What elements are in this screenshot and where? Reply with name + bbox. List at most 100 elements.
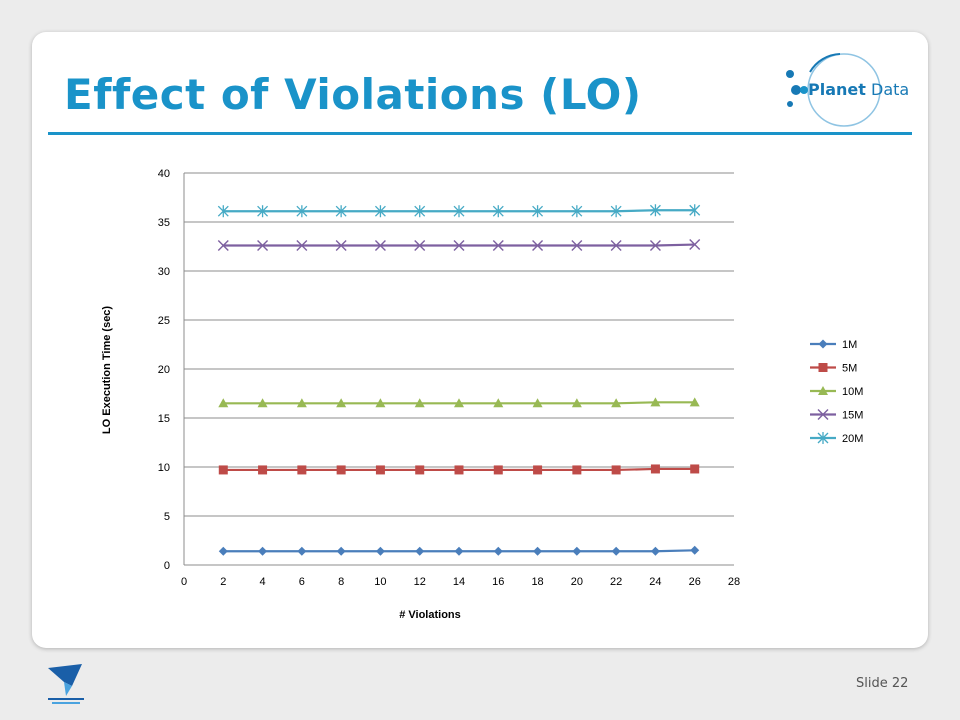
data-point xyxy=(374,240,386,252)
y-tick-label: 10 xyxy=(158,462,170,474)
legend-marker xyxy=(818,339,828,349)
data-point xyxy=(375,398,386,408)
y-tick-label: 5 xyxy=(164,511,170,523)
y-tick-label: 20 xyxy=(158,364,170,376)
chart-legend: 1M 5M 10M 15M 20M xyxy=(810,339,863,445)
data-point xyxy=(650,464,660,474)
x-tick-label: 26 xyxy=(689,576,701,588)
data-point xyxy=(611,398,622,408)
x-tick-label: 6 xyxy=(299,576,305,588)
fp7-logo xyxy=(48,664,84,704)
data-point xyxy=(415,465,425,475)
data-point xyxy=(217,205,229,218)
x-axis-label: # Violations xyxy=(399,609,461,621)
legend-marker xyxy=(818,386,828,395)
data-point xyxy=(375,465,385,475)
data-point xyxy=(493,398,504,408)
x-tick-labels: 0 2 4 6 8 10 12 14 16 18 20 22 24 26 28 xyxy=(181,576,740,588)
logo-name-part2: Data xyxy=(871,80,910,99)
data-point xyxy=(571,205,583,218)
x-tick-label: 4 xyxy=(260,576,266,588)
data-point xyxy=(454,398,464,408)
chart-series xyxy=(217,204,701,556)
data-point xyxy=(571,240,583,252)
x-tick-label: 18 xyxy=(531,576,543,588)
data-point xyxy=(689,204,701,217)
data-point xyxy=(414,398,425,408)
data-point xyxy=(336,398,347,408)
data-point xyxy=(650,546,660,556)
data-point xyxy=(532,240,544,252)
series-5M xyxy=(218,464,700,475)
data-point xyxy=(649,240,661,252)
data-point xyxy=(258,465,268,475)
data-point xyxy=(690,545,700,555)
data-point xyxy=(296,398,307,408)
y-tick-labels: 0 5 10 15 20 25 30 35 40 xyxy=(158,168,170,572)
data-point xyxy=(335,205,347,218)
data-point xyxy=(533,465,543,475)
legend-label: 20M xyxy=(842,433,863,445)
x-tick-label: 14 xyxy=(453,576,465,588)
legend-label: 1M xyxy=(842,339,857,351)
legend-item-5M: 5M xyxy=(810,363,857,375)
y-tick-label: 0 xyxy=(164,560,170,572)
data-point xyxy=(296,205,308,218)
data-point xyxy=(414,205,426,218)
x-tick-label: 20 xyxy=(571,576,583,588)
data-point xyxy=(257,205,269,218)
data-point xyxy=(218,398,229,408)
data-point xyxy=(453,205,465,218)
chart-axes xyxy=(183,173,734,566)
legend-marker xyxy=(818,363,828,372)
series-10M xyxy=(218,397,700,408)
x-tick-label: 24 xyxy=(649,576,661,588)
x-tick-label: 22 xyxy=(610,576,622,588)
legend-marker xyxy=(817,409,829,420)
data-point xyxy=(335,240,347,252)
legend-item-10M: 10M xyxy=(810,386,863,398)
slide-number-value: 22 xyxy=(891,676,909,691)
planet-data-logo xyxy=(786,53,881,127)
legend-marker xyxy=(817,432,829,444)
data-point xyxy=(572,465,582,475)
data-point xyxy=(415,546,425,556)
data-point xyxy=(454,546,464,556)
y-tick-label: 15 xyxy=(158,413,170,425)
data-point xyxy=(336,465,346,475)
data-point xyxy=(610,240,622,252)
legend-item-15M: 15M xyxy=(810,409,863,422)
x-tick-label: 0 xyxy=(181,576,187,588)
data-point xyxy=(492,205,504,218)
data-point xyxy=(689,397,700,407)
y-tick-label: 25 xyxy=(158,315,170,327)
series-20M xyxy=(217,204,701,218)
x-tick-label: 16 xyxy=(492,576,504,588)
data-point xyxy=(414,240,426,252)
legend-item-1M: 1M xyxy=(810,339,857,351)
slide-title: Effect of Violations (LO) xyxy=(64,70,642,119)
data-point xyxy=(493,465,503,475)
logo-wordmark: Planet Data xyxy=(808,80,909,99)
data-point xyxy=(610,205,622,218)
legend-item-20M: 20M xyxy=(810,432,863,445)
data-point xyxy=(533,546,543,556)
slide-number: Slide 22 xyxy=(856,676,908,691)
data-point xyxy=(532,398,543,408)
data-point xyxy=(572,546,582,556)
data-point xyxy=(454,465,464,475)
x-tick-label: 2 xyxy=(220,576,226,588)
data-point xyxy=(257,240,269,252)
data-point xyxy=(297,546,307,556)
data-point xyxy=(336,546,346,556)
x-tick-label: 10 xyxy=(374,576,386,588)
data-point xyxy=(296,240,308,252)
x-tick-label: 8 xyxy=(338,576,344,588)
x-tick-label: 12 xyxy=(414,576,426,588)
data-point xyxy=(453,240,465,252)
data-point xyxy=(611,465,621,475)
data-point xyxy=(492,240,504,252)
logo-name-part1: Planet xyxy=(808,80,866,99)
data-point xyxy=(374,205,386,218)
